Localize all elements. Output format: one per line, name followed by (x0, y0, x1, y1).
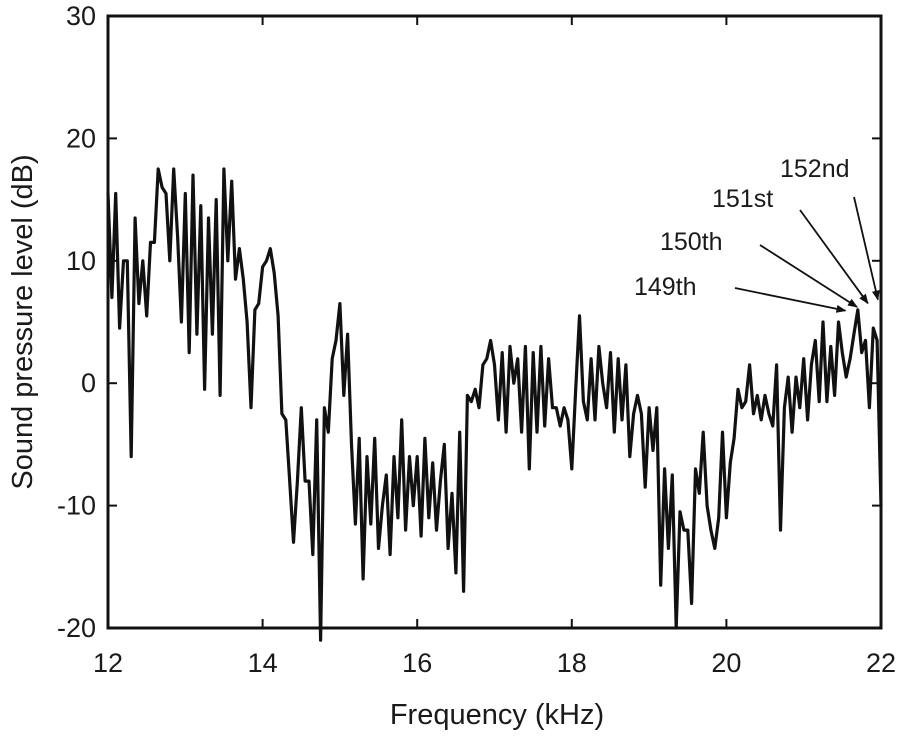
y-tick-label: 20 (66, 123, 96, 153)
annotation-label: 152nd (780, 155, 850, 183)
x-tick-label: 22 (866, 648, 896, 678)
tick-labels: 12 14 16 18 20 22 -20 -10 0 10 20 30 (57, 1, 896, 678)
annotation-label: 151st (712, 185, 773, 213)
x-tick-label: 20 (711, 648, 741, 678)
y-tick-label: 30 (66, 1, 96, 31)
annotation-label: 150th (660, 228, 723, 256)
x-tick-label: 14 (248, 648, 278, 678)
spectrum-line (106, 167, 883, 642)
y-tick-label: -20 (57, 613, 96, 643)
annotation-arrow (734, 287, 847, 313)
x-tick-label: 16 (402, 648, 432, 678)
annotation-arrow (799, 209, 869, 305)
y-axis-title: Sound pressure level (dB) (7, 154, 39, 489)
y-tick-label: -10 (57, 491, 96, 521)
ticks-layer (107, 15, 882, 629)
y-tick-label: 0 (81, 368, 96, 398)
x-tick-label: 12 (93, 648, 123, 678)
x-axis-title: Frequency (kHz) (390, 699, 604, 731)
annotation-arrow (759, 244, 858, 308)
annotation-arrow (853, 196, 880, 301)
annotation-label: 149th (634, 273, 697, 301)
y-tick-label: 10 (66, 246, 96, 276)
series-layer (106, 167, 883, 642)
plot-frame (106, 14, 883, 630)
x-tick-label: 18 (557, 648, 587, 678)
